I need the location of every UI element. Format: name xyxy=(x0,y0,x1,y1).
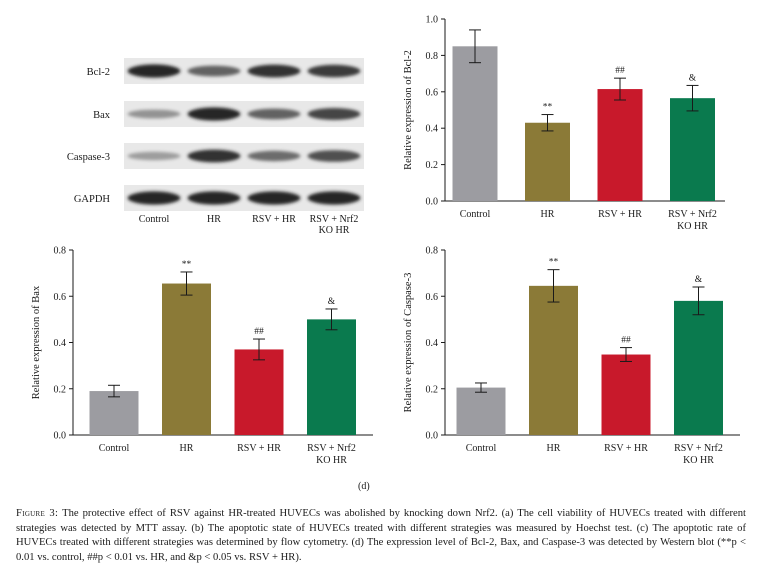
blot-band xyxy=(247,191,301,205)
y-tick-label: 0.8 xyxy=(54,246,67,257)
y-tick-label: 0.6 xyxy=(426,87,439,98)
y-axis-title: Relative expression of Bax xyxy=(31,285,42,399)
y-tick-label: 0.4 xyxy=(54,338,67,349)
bar-1 xyxy=(529,285,578,435)
blot-label-bcl-2: Bcl-2 xyxy=(87,67,110,78)
blot-band xyxy=(127,191,181,205)
blot-band xyxy=(247,150,301,162)
bar-0 xyxy=(89,391,139,435)
blot-band xyxy=(187,149,241,163)
bar-0 xyxy=(456,387,506,435)
blot-lane-label: Control xyxy=(139,214,170,225)
significance-mark: ## xyxy=(621,336,631,346)
bar-1 xyxy=(162,283,211,435)
y-tick-label: 0.2 xyxy=(426,384,439,395)
blot-lane-label: RSV + Nrf2 KO HR xyxy=(310,214,359,236)
blot-band xyxy=(187,107,241,121)
x-tick-label: RSV + HR xyxy=(604,443,648,454)
x-tick-label: RSV + Nrf2 KO HR xyxy=(307,443,356,466)
bar-3 xyxy=(307,319,356,435)
y-tick-label: 0.0 xyxy=(426,431,439,442)
y-axis-title: Relative expression of Caspase-3 xyxy=(403,273,414,413)
y-tick-label: 0.8 xyxy=(426,246,439,257)
bar-3 xyxy=(670,98,715,201)
blot-band xyxy=(187,191,241,205)
bcl2-bar-chart: 0.0 0.2 0.4 0.6 0.8 1.0 Relative expression of… xyxy=(403,15,725,232)
caption-label: Figure 3: xyxy=(16,508,59,519)
blot-label-caspase-3: Caspase-3 xyxy=(67,152,110,163)
blot-lane-label: HR xyxy=(207,214,221,225)
y-tick-label: 1.0 xyxy=(426,15,439,26)
blot-label-bax: Bax xyxy=(93,110,111,121)
y-tick-label: 0.0 xyxy=(426,197,439,208)
blot-band xyxy=(127,109,181,119)
significance-mark: ** xyxy=(549,258,559,268)
x-tick-label: RSV + HR xyxy=(237,443,281,454)
caspase3-bar-chart: 0.0 0.2 0.4 0.6 0.8 Relative expression of Ca… xyxy=(403,246,740,466)
y-tick-label: 0.2 xyxy=(426,160,439,171)
x-tick-label: HR xyxy=(180,443,194,454)
significance-mark: ** xyxy=(182,260,192,270)
blot-band xyxy=(307,64,361,78)
figure-caption: Figure 3: The protective effect of RSV a… xyxy=(16,507,746,565)
significance-mark: & xyxy=(689,73,697,83)
x-tick-label: HR xyxy=(547,443,561,454)
bax-bar-chart: 0.0 0.2 0.4 0.6 0.8 Relative expression of Ba… xyxy=(31,246,373,466)
blot-band xyxy=(307,191,361,205)
x-tick-label: HR xyxy=(541,209,555,220)
y-tick-label: 0.4 xyxy=(426,124,439,135)
x-tick-label: RSV + Nrf2 KO HR xyxy=(674,443,723,466)
significance-mark: & xyxy=(328,297,336,307)
bar-2 xyxy=(597,89,643,201)
y-tick-label: 0.6 xyxy=(54,292,67,303)
bar-2 xyxy=(234,349,284,435)
x-tick-label: Control xyxy=(466,443,497,454)
blot-band xyxy=(307,150,361,162)
x-tick-label: Control xyxy=(460,209,491,220)
panel-label-d: (d) xyxy=(358,481,370,492)
y-axis-title: Relative expression of Bcl-2 xyxy=(403,50,414,170)
significance-mark: & xyxy=(695,275,703,285)
blot-band xyxy=(187,65,241,77)
y-tick-label: 0.0 xyxy=(54,431,67,442)
bar-3 xyxy=(674,300,723,435)
bar-2 xyxy=(601,354,651,435)
bar-0 xyxy=(452,46,498,201)
y-tick-label: 0.4 xyxy=(426,338,439,349)
significance-mark: ## xyxy=(615,66,625,76)
caption-text: The protective effect of RSV against HR-… xyxy=(16,508,746,563)
blot-band xyxy=(247,64,301,78)
x-tick-label: RSV + Nrf2 KO HR xyxy=(668,209,717,232)
blot-label-gapdh: GAPDH xyxy=(74,194,111,205)
blot-band xyxy=(307,108,361,120)
blot-band xyxy=(127,64,181,78)
y-tick-label: 0.2 xyxy=(54,384,67,395)
blot-lane-label: RSV + HR xyxy=(252,214,296,225)
blot-band xyxy=(247,108,301,120)
significance-mark: ## xyxy=(254,327,264,337)
western-blot-panel: Bcl-2 Bax Caspase-3 GAPDH Control HR RSV + HR R… xyxy=(67,58,364,236)
y-tick-label: 0.6 xyxy=(426,292,439,303)
blot-band xyxy=(127,151,181,161)
bar-1 xyxy=(525,122,570,201)
y-tick-label: 0.8 xyxy=(426,51,439,62)
x-tick-label: RSV + HR xyxy=(598,209,642,220)
significance-mark: ** xyxy=(543,103,553,113)
x-tick-label: Control xyxy=(99,443,130,454)
